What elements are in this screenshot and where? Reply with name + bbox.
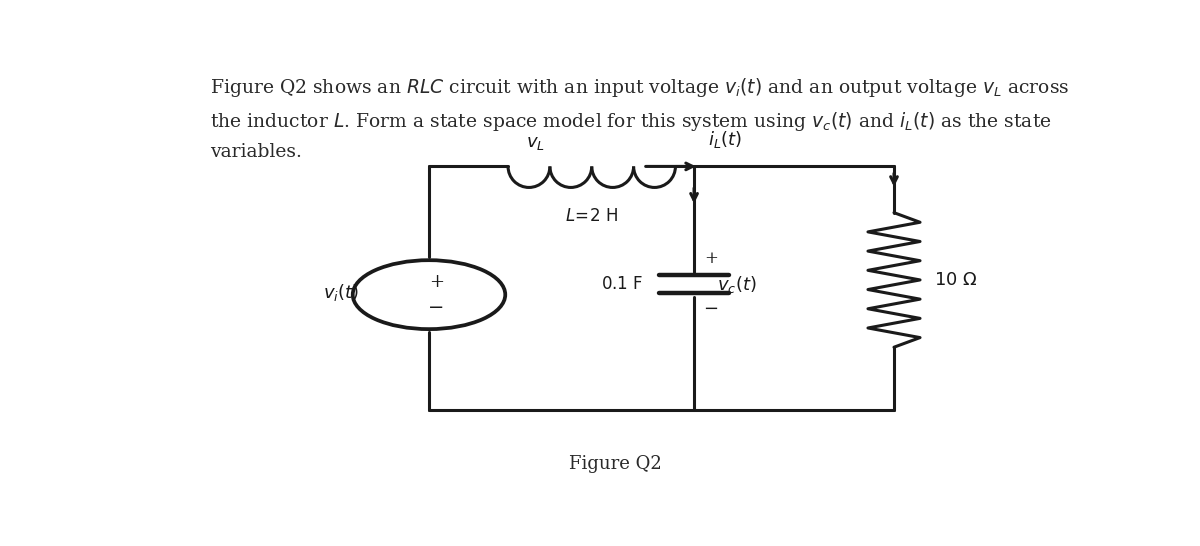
Text: $v_c(t)$: $v_c(t)$ bbox=[718, 274, 757, 295]
Text: −: − bbox=[703, 300, 719, 318]
Text: $10\ \Omega$: $10\ \Omega$ bbox=[934, 271, 978, 289]
Text: the inductor $L$. Form a state space model for this system using $v_c(t)$ and $i: the inductor $L$. Form a state space mod… bbox=[210, 110, 1052, 133]
Text: $0.1\ \mathrm{F}$: $0.1\ \mathrm{F}$ bbox=[600, 276, 643, 293]
Text: +: + bbox=[428, 273, 444, 291]
Text: Figure Q2: Figure Q2 bbox=[569, 455, 661, 473]
Text: $L\!=\!2\ \mathrm{H}$: $L\!=\!2\ \mathrm{H}$ bbox=[565, 209, 618, 225]
Text: variables.: variables. bbox=[210, 143, 302, 161]
Text: −: − bbox=[428, 299, 445, 317]
Text: Figure Q2 shows an $\mathit{RLC}$ circuit with an input voltage $v_i(t)$ and an : Figure Q2 shows an $\mathit{RLC}$ circui… bbox=[210, 76, 1069, 99]
Text: $v_L$: $v_L$ bbox=[527, 134, 546, 152]
Text: +: + bbox=[704, 251, 718, 268]
Text: $i_L(t)$: $i_L(t)$ bbox=[708, 129, 742, 151]
Text: $v_i(t)$: $v_i(t)$ bbox=[323, 282, 359, 303]
